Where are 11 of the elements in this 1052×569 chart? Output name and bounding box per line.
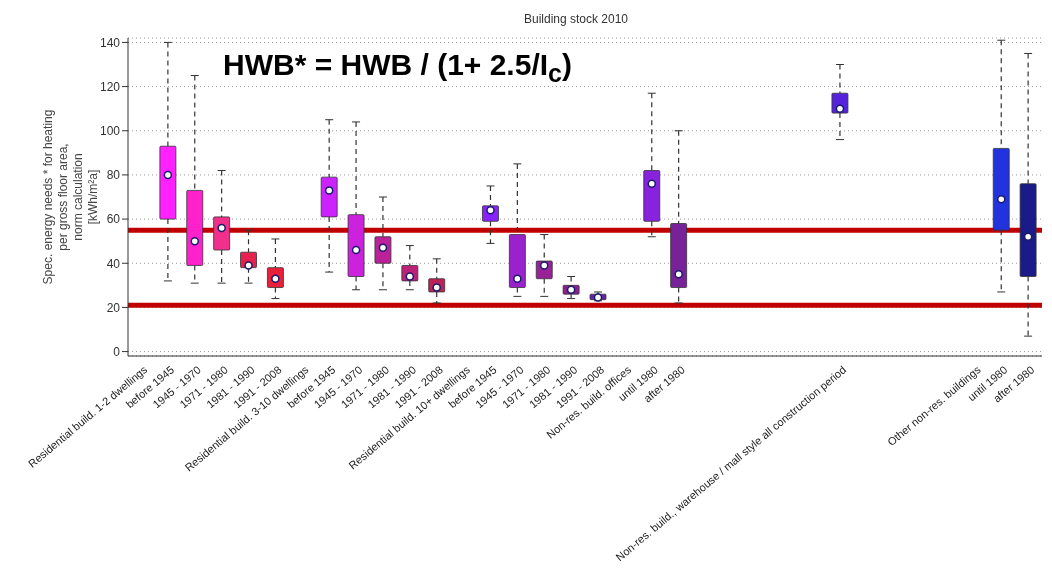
y-tick-label: 40: [106, 256, 121, 271]
annotation: HWB* = HWB / (1+ 2.5/I$_{c}$): [223, 48, 572, 88]
y-tick-label: 0: [113, 344, 121, 359]
y-tick-label: 140: [99, 35, 121, 50]
y-tick-label: 20: [106, 300, 121, 315]
chart-title: Building stock 2010: [522, 12, 630, 26]
y-tick-label: 80: [106, 168, 121, 183]
y-tick-label: 120: [99, 79, 121, 94]
y-tick-label: 100: [99, 124, 121, 139]
y-tick-label: 60: [106, 212, 121, 227]
y-axis-title: Spec. energy needs * for heating per gross floor area, norm calculation [kWh/m²a]: [40, 109, 100, 285]
